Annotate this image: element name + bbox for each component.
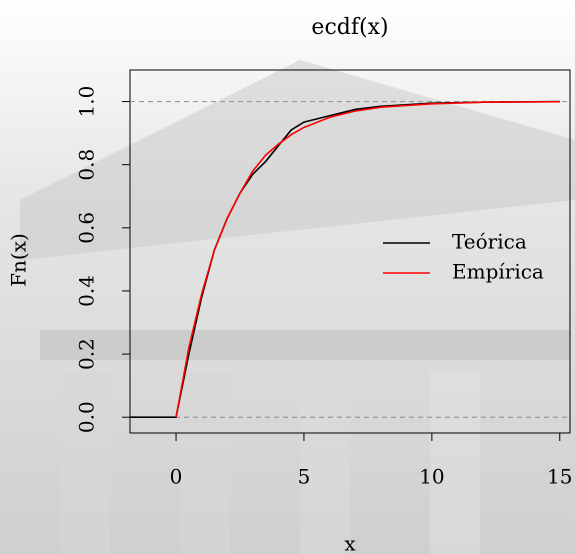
y-tick-label: 0.6: [75, 212, 99, 244]
y-axis-label: Fn(x): [7, 233, 31, 287]
y-tick-label: 0.0: [75, 401, 99, 433]
background-photo: [20, 60, 575, 554]
x-tick-label: 0: [170, 465, 183, 489]
plot-frame: [129, 69, 571, 434]
series-line: [175, 100, 560, 418]
x-tick-label: 5: [298, 465, 311, 489]
y-tick-label: 0.8: [75, 149, 99, 181]
x-tick-label: 15: [547, 465, 572, 489]
y-tick-label: 0.2: [75, 338, 99, 370]
y-tick-label: 0.4: [75, 275, 99, 307]
y-tick-label: 1.0: [75, 86, 99, 118]
legend-label: Teórica: [452, 230, 527, 254]
chart-title: ecdf(x): [311, 15, 388, 40]
x-tick-label: 10: [419, 465, 444, 489]
legend-label: Empírica: [452, 260, 544, 284]
series-line: [130, 100, 560, 419]
x-axis-label: x: [344, 532, 356, 554]
